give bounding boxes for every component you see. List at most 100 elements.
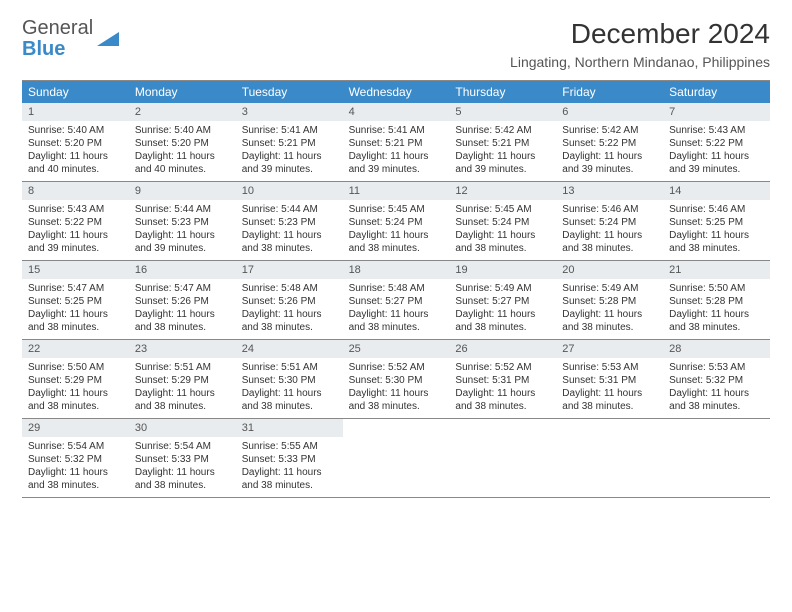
day-cell: 19Sunrise: 5:49 AMSunset: 5:27 PMDayligh… — [449, 261, 556, 339]
sunrise-text: Sunrise: 5:43 AM — [669, 124, 764, 137]
daylight-text: Daylight: 11 hours and 40 minutes. — [28, 150, 123, 176]
daylight-text: Daylight: 11 hours and 39 minutes. — [28, 229, 123, 255]
day-body: Sunrise: 5:41 AMSunset: 5:21 PMDaylight:… — [343, 121, 450, 181]
daylight-text: Daylight: 11 hours and 38 minutes. — [455, 308, 550, 334]
sunset-text: Sunset: 5:22 PM — [28, 216, 123, 229]
day-number: 10 — [236, 182, 343, 200]
sunset-text: Sunset: 5:22 PM — [562, 137, 657, 150]
day-cell: 7Sunrise: 5:43 AMSunset: 5:22 PMDaylight… — [663, 103, 770, 181]
sunset-text: Sunset: 5:33 PM — [135, 453, 230, 466]
daylight-text: Daylight: 11 hours and 38 minutes. — [455, 229, 550, 255]
day-body: Sunrise: 5:43 AMSunset: 5:22 PMDaylight:… — [663, 121, 770, 181]
day-number: 8 — [22, 182, 129, 200]
sunrise-text: Sunrise: 5:50 AM — [669, 282, 764, 295]
day-number: 24 — [236, 340, 343, 358]
day-cell: 6Sunrise: 5:42 AMSunset: 5:22 PMDaylight… — [556, 103, 663, 181]
sunrise-text: Sunrise: 5:40 AM — [135, 124, 230, 137]
day-cell: 10 Sunrise: 5:44 AMSunset: 5:23 PMDayligh… — [236, 182, 343, 260]
daylight-text: Daylight: 11 hours and 38 minutes. — [28, 308, 123, 334]
daylight-text: Daylight: 11 hours and 38 minutes. — [28, 387, 123, 413]
daylight-text: Daylight: 11 hours and 38 minutes. — [242, 229, 337, 255]
day-number: 27 — [556, 340, 663, 358]
day-body: Sunrise: 5:54 AMSunset: 5:32 PMDaylight:… — [22, 437, 129, 497]
week-row: 22Sunrise: 5:50 AMSunset: 5:29 PMDayligh… — [22, 340, 770, 419]
sunset-text: Sunset: 5:23 PM — [242, 216, 337, 229]
sunrise-text: Sunrise: 5:47 AM — [28, 282, 123, 295]
sunrise-text: Sunrise: 5:48 AM — [349, 282, 444, 295]
sunrise-text: Sunrise: 5:52 AM — [349, 361, 444, 374]
day-cell: 3Sunrise: 5:41 AMSunset: 5:21 PMDaylight… — [236, 103, 343, 181]
daylight-text: Daylight: 11 hours and 38 minutes. — [562, 387, 657, 413]
day-number: 15 — [22, 261, 129, 279]
daylight-text: Daylight: 11 hours and 38 minutes. — [669, 387, 764, 413]
day-number: 16 — [129, 261, 236, 279]
day-number: 29 — [22, 419, 129, 437]
weekday-header: Tuesday — [236, 81, 343, 103]
title-block: December 2024 Lingating, Northern Mindan… — [510, 18, 770, 70]
sunset-text: Sunset: 5:20 PM — [28, 137, 123, 150]
day-number: 17 — [236, 261, 343, 279]
sunrise-text: Sunrise: 5:46 AM — [669, 203, 764, 216]
daylight-text: Daylight: 11 hours and 38 minutes. — [562, 308, 657, 334]
day-body: Sunrise: 5:40 AMSunset: 5:20 PMDaylight:… — [129, 121, 236, 181]
sunset-text: Sunset: 5:30 PM — [349, 374, 444, 387]
day-number: 25 — [343, 340, 450, 358]
sunrise-text: Sunrise: 5:44 AM — [242, 203, 337, 216]
sunrise-text: Sunrise: 5:45 AM — [349, 203, 444, 216]
day-body: Sunrise: 5:41 AMSunset: 5:21 PMDaylight:… — [236, 121, 343, 181]
sunset-text: Sunset: 5:26 PM — [242, 295, 337, 308]
sunset-text: Sunset: 5:31 PM — [562, 374, 657, 387]
day-number: 14 — [663, 182, 770, 200]
sunrise-text: Sunrise: 5:49 AM — [455, 282, 550, 295]
sunset-text: Sunset: 5:24 PM — [349, 216, 444, 229]
day-cell: 24Sunrise: 5:51 AMSunset: 5:30 PMDayligh… — [236, 340, 343, 418]
day-cell — [663, 419, 770, 497]
sunset-text: Sunset: 5:28 PM — [562, 295, 657, 308]
sunrise-text: Sunrise: 5:46 AM — [562, 203, 657, 216]
sunrise-text: Sunrise: 5:42 AM — [455, 124, 550, 137]
daylight-text: Daylight: 11 hours and 38 minutes. — [669, 229, 764, 255]
day-number: 26 — [449, 340, 556, 358]
day-body: Sunrise: 5:51 AMSunset: 5:29 PMDaylight:… — [129, 358, 236, 418]
sunrise-text: Sunrise: 5:41 AM — [242, 124, 337, 137]
sunset-text: Sunset: 5:25 PM — [28, 295, 123, 308]
day-body: Sunrise: 5:49 AMSunset: 5:27 PMDaylight:… — [449, 279, 556, 339]
sunset-text: Sunset: 5:32 PM — [669, 374, 764, 387]
day-number: 30 — [129, 419, 236, 437]
day-cell: 28Sunrise: 5:53 AMSunset: 5:32 PMDayligh… — [663, 340, 770, 418]
day-cell: 18Sunrise: 5:48 AMSunset: 5:27 PMDayligh… — [343, 261, 450, 339]
weekday-header: Saturday — [663, 81, 770, 103]
day-cell: 2Sunrise: 5:40 AMSunset: 5:20 PMDaylight… — [129, 103, 236, 181]
day-body: Sunrise: 5:48 AMSunset: 5:27 PMDaylight:… — [343, 279, 450, 339]
day-cell: 21Sunrise: 5:50 AMSunset: 5:28 PMDayligh… — [663, 261, 770, 339]
day-body: Sunrise: 5:51 AMSunset: 5:30 PMDaylight:… — [236, 358, 343, 418]
daylight-text: Daylight: 11 hours and 38 minutes. — [455, 387, 550, 413]
day-body: Sunrise: 5:53 AMSunset: 5:31 PMDaylight:… — [556, 358, 663, 418]
daylight-text: Daylight: 11 hours and 39 minutes. — [669, 150, 764, 176]
day-cell: 26Sunrise: 5:52 AMSunset: 5:31 PMDayligh… — [449, 340, 556, 418]
day-number: 13 — [556, 182, 663, 200]
day-body: Sunrise: 5:47 AMSunset: 5:25 PMDaylight:… — [22, 279, 129, 339]
day-cell: 17Sunrise: 5:48 AMSunset: 5:26 PMDayligh… — [236, 261, 343, 339]
sunrise-text: Sunrise: 5:44 AM — [135, 203, 230, 216]
day-body: Sunrise: 5:45 AMSunset: 5:24 PMDaylight:… — [343, 200, 450, 260]
sunset-text: Sunset: 5:21 PM — [242, 137, 337, 150]
day-number: 31 — [236, 419, 343, 437]
day-number: 4 — [343, 103, 450, 121]
day-number: 21 — [663, 261, 770, 279]
daylight-text: Daylight: 11 hours and 39 minutes. — [242, 150, 337, 176]
daylight-text: Daylight: 11 hours and 38 minutes. — [242, 466, 337, 492]
daylight-text: Daylight: 11 hours and 38 minutes. — [349, 387, 444, 413]
day-number: 23 — [129, 340, 236, 358]
daylight-text: Daylight: 11 hours and 39 minutes. — [562, 150, 657, 176]
daylight-text: Daylight: 11 hours and 38 minutes. — [669, 308, 764, 334]
weekday-header: Monday — [129, 81, 236, 103]
sunrise-text: Sunrise: 5:49 AM — [562, 282, 657, 295]
sunset-text: Sunset: 5:22 PM — [669, 137, 764, 150]
week-row: 1Sunrise: 5:40 AMSunset: 5:20 PMDaylight… — [22, 103, 770, 182]
sunrise-text: Sunrise: 5:53 AM — [669, 361, 764, 374]
logo: General Blue — [22, 18, 119, 60]
day-number: 22 — [22, 340, 129, 358]
day-body: Sunrise: 5:49 AMSunset: 5:28 PMDaylight:… — [556, 279, 663, 339]
day-body: Sunrise: 5:55 AMSunset: 5:33 PMDaylight:… — [236, 437, 343, 497]
